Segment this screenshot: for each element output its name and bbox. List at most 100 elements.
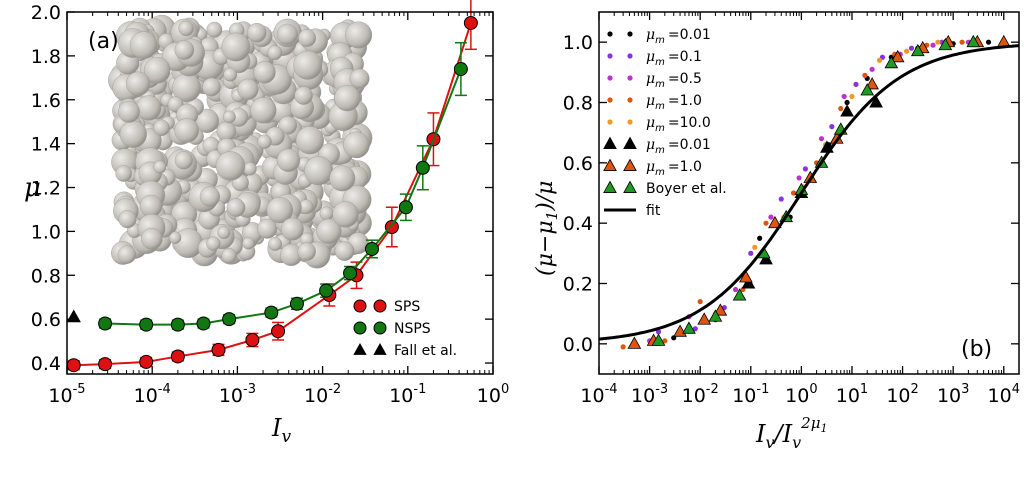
- data-point: [697, 312, 712, 325]
- data-point: [757, 235, 763, 241]
- data-point: [620, 344, 626, 350]
- data-point: [651, 333, 666, 346]
- legend-marker: [627, 53, 633, 59]
- data-point: [853, 81, 859, 87]
- data-point: [869, 95, 883, 108]
- data-point: [713, 303, 728, 316]
- x-tick-label: 100: [785, 382, 817, 407]
- data-point: [844, 99, 850, 106]
- data-point: [139, 317, 154, 332]
- packing-sphere: [202, 77, 221, 97]
- panel-b-x-axis-label: Iv/Iv2μ1: [755, 414, 827, 452]
- packing-sphere: [257, 218, 278, 239]
- packing-sphere: [153, 160, 167, 174]
- legend-marker: [623, 158, 637, 171]
- packing-sphere: [115, 165, 132, 182]
- packing-sphere: [222, 110, 236, 124]
- data-point: [384, 220, 399, 235]
- panel-b-series: [598, 34, 1020, 350]
- x-tick-label: 10-1: [732, 382, 769, 407]
- packing-sphere: [237, 78, 259, 100]
- data-point: [662, 338, 668, 344]
- data-point: [985, 39, 992, 45]
- panel-b-tag: (b): [961, 337, 992, 362]
- x-tick-label: 10-3: [631, 382, 668, 407]
- data-point: [708, 309, 723, 322]
- data-point: [778, 196, 784, 202]
- y-tick-label: 0.8: [563, 93, 593, 115]
- panel-a-series: [66, 0, 478, 373]
- x-tick-label: 104: [988, 382, 1020, 407]
- data-point: [739, 270, 753, 283]
- packing-sphere: [276, 148, 300, 172]
- legend-marker: [603, 136, 617, 149]
- x-tick-label: 10-1: [389, 382, 426, 407]
- legend-marker: [607, 97, 613, 103]
- data-point: [818, 136, 825, 142]
- legend-marker: [353, 343, 367, 355]
- data-point: [910, 43, 925, 57]
- legend-label: μm =0.5: [646, 71, 702, 90]
- y-tick-label: 1.0: [563, 32, 593, 54]
- packing-sphere: [242, 236, 255, 250]
- data-point: [748, 250, 754, 256]
- data-point: [732, 288, 747, 301]
- packing-sphere: [117, 245, 137, 264]
- x-tick-label: 103: [937, 382, 969, 407]
- data-point: [196, 316, 211, 331]
- legend-marker: [373, 299, 387, 313]
- legend-marker: [627, 31, 633, 37]
- x-tick-label: 10-2: [682, 382, 719, 407]
- data-point: [364, 241, 379, 256]
- packing-sphere: [221, 248, 237, 264]
- legend-label: μm =1.0: [646, 159, 702, 178]
- legend-label: NSPS: [394, 321, 431, 337]
- data-point: [463, 15, 478, 30]
- packing-sphere: [250, 97, 277, 124]
- data-point: [289, 296, 304, 311]
- packing-sphere: [293, 50, 323, 80]
- panel-b-frame: [598, 11, 1020, 375]
- data-point: [840, 104, 854, 117]
- data-point: [768, 215, 782, 229]
- data-point: [790, 190, 797, 196]
- legend-label: μm =1.0: [646, 93, 702, 112]
- legend-label: Boyer et al.: [646, 181, 727, 197]
- data-point: [222, 312, 237, 327]
- panel-a-x-axis-label: Iv: [271, 414, 291, 447]
- legend-label: μm =0.1: [646, 49, 702, 68]
- packing-sphere: [343, 131, 370, 159]
- y-tick-label: 1.4: [31, 134, 61, 156]
- packing-sphere: [118, 100, 140, 123]
- panel-a-ticks: 10-5 10-4 10-3 10-2 10-1 100 0.4 0.6 0.8 1.0 1.2 1.…: [31, 2, 509, 407]
- packing-sphere: [243, 162, 257, 176]
- legend-marker: [373, 343, 387, 355]
- data-point: [876, 57, 883, 63]
- packing-sphere: [257, 134, 272, 149]
- packing-sphere: [215, 151, 246, 181]
- panel-a-y-axis-label: μ: [24, 173, 41, 203]
- data-point: [908, 45, 915, 51]
- legend-marker: [353, 299, 367, 313]
- legend-marker: [607, 119, 613, 125]
- granular-packing-inset-image: [108, 14, 373, 269]
- data-point: [415, 160, 430, 175]
- x-tick-label: 10-4: [134, 382, 171, 407]
- data-point: [66, 309, 81, 323]
- y-tick-label: 1.0: [31, 221, 61, 243]
- packing-sphere: [332, 201, 359, 228]
- data-point: [98, 357, 113, 372]
- data-point: [398, 200, 413, 215]
- data-point: [849, 93, 855, 100]
- packing-sphere: [304, 156, 334, 186]
- data-point: [692, 326, 698, 332]
- data-point: [343, 266, 358, 281]
- packing-sphere: [174, 118, 199, 143]
- data-point: [884, 55, 899, 69]
- panel-a-tag: (a): [88, 29, 119, 54]
- data-point: [453, 62, 468, 77]
- panel-b-y-axis-label: (μ−μ1)/μ: [533, 181, 561, 276]
- packing-sphere: [199, 186, 220, 207]
- data-point: [865, 77, 879, 90]
- panel-a-chart: 10-5 10-4 10-3 10-2 10-1 100 0.4 0.6 0.8 1.0 1.2 1.…: [24, 0, 509, 447]
